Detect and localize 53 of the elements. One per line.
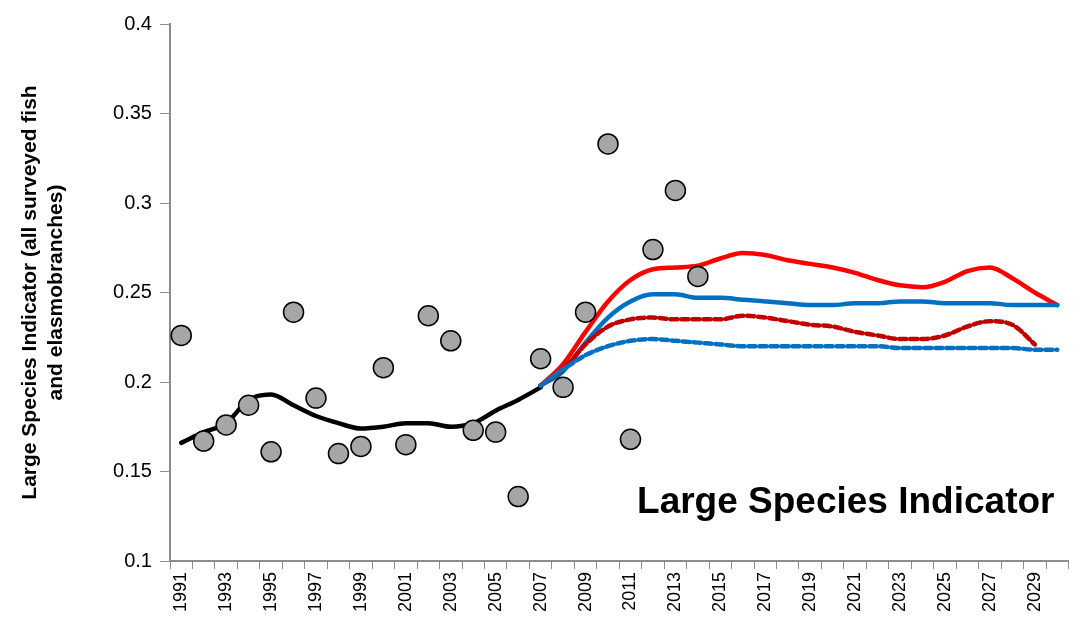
point [260,441,282,463]
point [597,133,619,155]
point [350,435,372,458]
x-tick-label: 2027 [978,572,999,613]
point [619,428,642,451]
point [664,179,687,202]
x-tick-label: 2011 [619,572,640,611]
x-tick-label: 2029 [1023,572,1044,613]
point [574,301,597,323]
y-tick-label: 0.3 [124,190,152,213]
x-tick-label: 2017 [754,572,775,613]
x-tick-label: 1999 [349,572,370,613]
point [215,414,237,436]
point [687,265,709,288]
point [484,421,507,443]
point [552,376,574,399]
point [372,356,395,379]
point [529,347,552,370]
x-tick-label: 2021 [844,572,865,613]
x-tick-label: 1993 [215,572,236,613]
y-tick-label: 0.35 [113,101,152,124]
point [395,433,417,456]
x-tick-label: 2009 [574,572,595,613]
point [440,330,462,352]
y-axis-title: Large Species Indicator (all surveyed fish and elasmobranches) [17,85,66,500]
point [237,394,260,417]
x-tick-label: 2005 [484,572,505,613]
point [462,419,484,442]
y-tick-label: 0.25 [113,280,152,303]
y-tick-label: 0.2 [124,369,152,392]
x-tick-label: 2013 [664,572,685,613]
point [305,387,327,409]
x-tick-label: 2001 [394,572,415,613]
x-tick-label: 2007 [529,572,550,613]
x-tick-label: 2019 [799,572,820,613]
x-tick-label: 1991 [170,572,191,613]
x-tick-label: 2015 [709,572,730,613]
x-tick-label: 1995 [260,572,281,613]
point [327,442,350,465]
x-tick-label: 2003 [439,572,460,613]
point [282,301,305,323]
y-tick-label: 0.1 [124,548,152,571]
point [507,485,529,508]
point [642,238,664,261]
annotation: Large Species Indicator [637,479,1055,521]
x-tick-label: 2025 [933,572,954,613]
y-tick-label: 0.4 [124,11,152,34]
x-tick-label: 2023 [888,572,909,613]
y-tick-label: 0.15 [113,459,152,482]
x-tick-label: 1997 [304,572,325,613]
point [417,305,440,327]
point [192,430,215,452]
point [170,324,192,347]
